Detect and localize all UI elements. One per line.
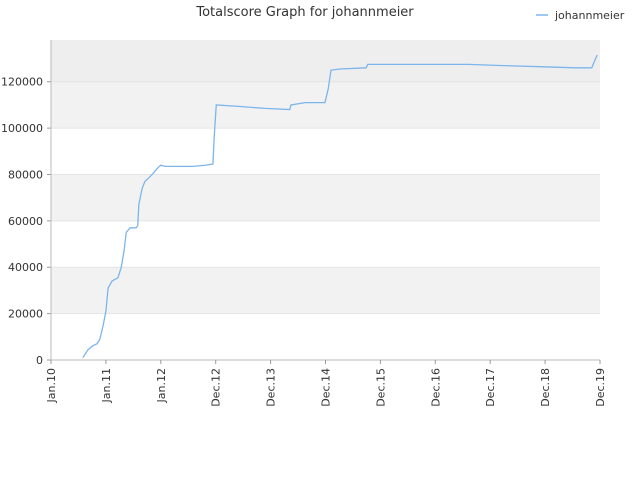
y-tick-label: 60000 — [8, 215, 43, 228]
x-tick-label: Jan.11 — [100, 368, 113, 403]
data-line — [82, 54, 598, 359]
y-tick-label: 120000 — [1, 76, 43, 89]
y-tick-label: 100000 — [1, 122, 43, 135]
grid-band — [51, 267, 600, 314]
y-tick-label: 80000 — [8, 168, 43, 181]
x-tick-label: Jan.12 — [155, 368, 168, 403]
y-tick-label: 0 — [36, 354, 43, 367]
x-tick-label: Dec.19 — [594, 368, 607, 407]
y-tick-label: 20000 — [8, 308, 43, 321]
x-tick-label: Jan.10 — [45, 368, 58, 403]
grid-band — [51, 40, 600, 82]
x-tick-label: Dec.13 — [265, 368, 278, 407]
x-tick-label: Dec.14 — [320, 368, 333, 407]
x-tick-label: Dec.17 — [484, 368, 497, 407]
grid-band — [51, 128, 600, 175]
x-tick-label: Dec.12 — [210, 368, 223, 407]
y-tick-label: 40000 — [8, 261, 43, 274]
grid-band — [51, 220, 600, 268]
x-tick-label: Dec.15 — [374, 368, 387, 407]
legend-label: johannmeier — [554, 9, 625, 22]
x-tick-label: Dec.16 — [429, 368, 442, 407]
grid-band — [51, 313, 600, 360]
grid-band — [51, 174, 600, 221]
chart-title: Totalscore Graph for johannmeier — [195, 5, 414, 20]
grid-band — [51, 81, 600, 129]
x-tick-label: Dec.18 — [539, 368, 552, 407]
